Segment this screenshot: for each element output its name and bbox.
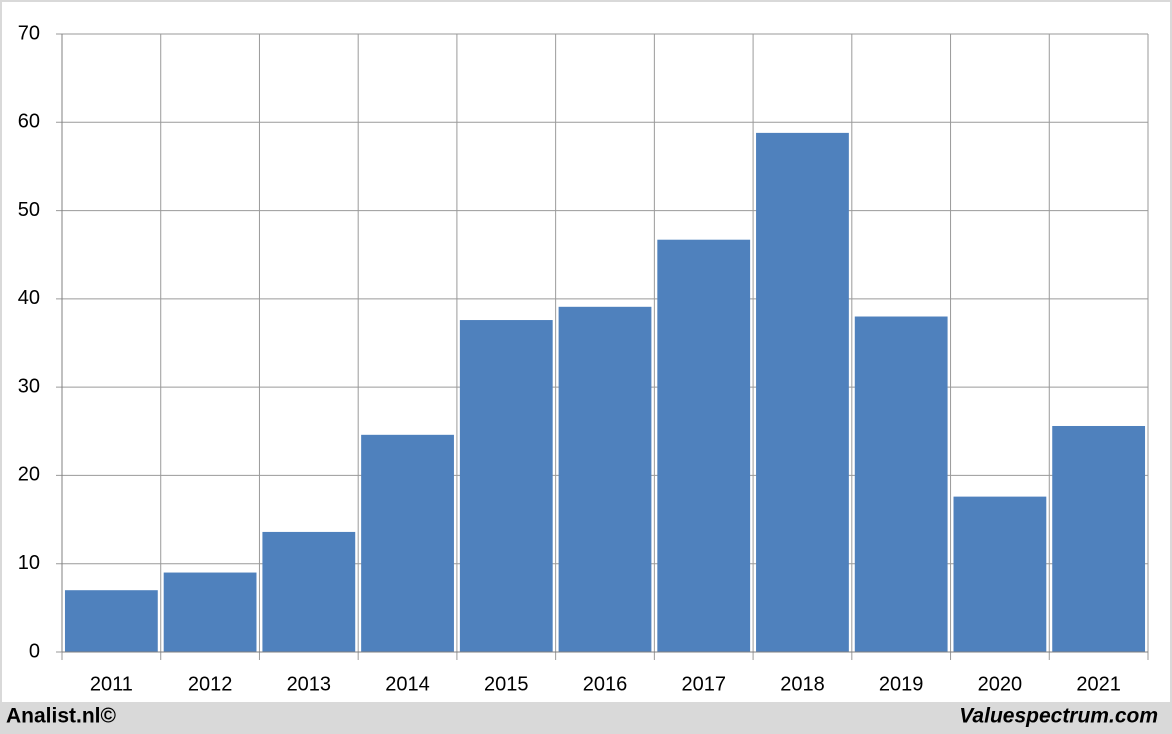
bar [854,316,948,652]
y-tick-label: 20 [18,464,40,486]
bar [163,572,257,652]
y-tick-label: 50 [18,199,40,221]
x-tick-label: 2017 [681,673,726,695]
x-tick-label: 2021 [1076,673,1121,695]
footer-left: Analist.nl© [6,705,117,728]
x-tick-label: 2014 [385,673,430,695]
y-tick-label: 40 [18,287,40,309]
x-tick-label: 2011 [90,673,133,695]
x-tick-label: 2020 [978,673,1023,695]
y-tick-label: 70 [18,22,40,44]
y-tick-label: 0 [29,640,40,662]
x-tick-label: 2019 [879,673,924,695]
y-tick-label: 10 [18,552,40,574]
x-tick-label: 2015 [484,673,529,695]
x-tick-label: 2018 [780,673,825,695]
x-tick-label: 2016 [583,673,628,695]
bar [361,434,454,652]
footer-right: Valuespectrum.com [959,705,1158,728]
bar [953,496,1047,652]
bar [756,132,849,652]
bar [459,320,553,652]
bar [64,590,158,652]
bar [558,306,652,652]
x-tick-label: 2012 [188,673,233,695]
x-tick-label: 2013 [287,673,332,695]
bar [1052,425,1146,652]
y-tick-label: 60 [18,111,40,133]
y-tick-label: 30 [18,375,40,397]
bar [262,531,356,652]
bar [657,239,751,652]
